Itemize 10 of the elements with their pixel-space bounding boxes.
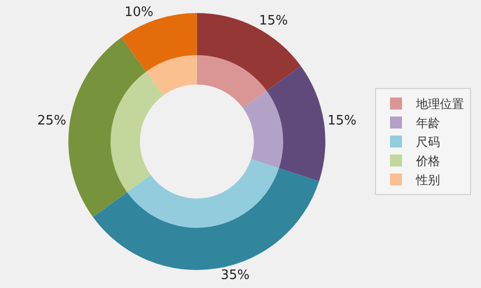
legend-label: 地理位置 [415, 97, 464, 112]
data-label: 15% [328, 114, 356, 129]
legend-label: 尺码 [416, 135, 440, 150]
legend-label: 价格 [415, 154, 440, 168]
data-label: 25% [37, 114, 66, 129]
data-label: 35% [220, 268, 250, 284]
data-label: 10% [124, 5, 154, 20]
data-label: 15% [258, 14, 288, 29]
legend-label: 性别 [415, 173, 440, 188]
legend-label: 年龄 [416, 116, 440, 130]
